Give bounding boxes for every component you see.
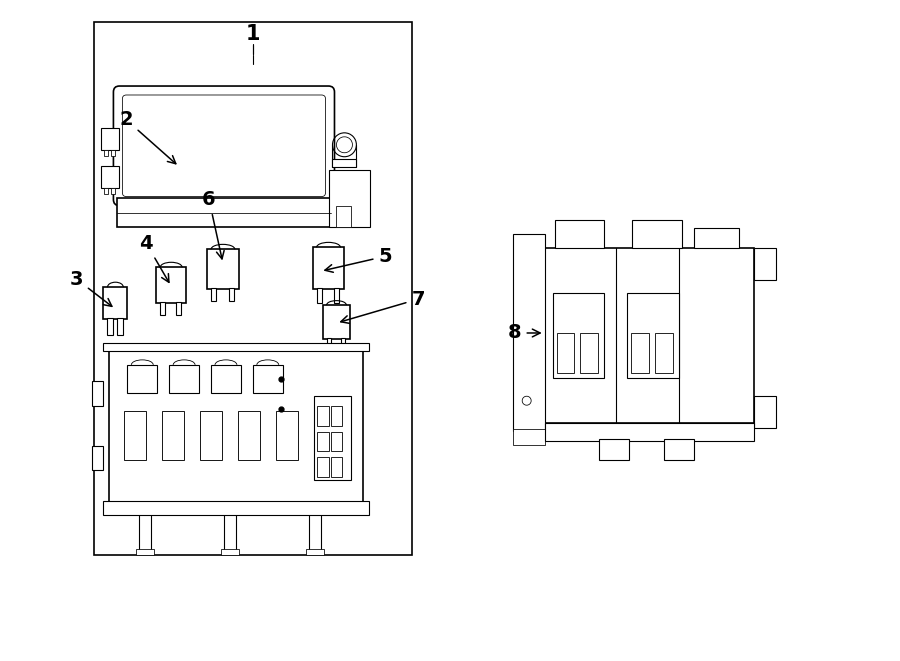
Bar	[229, 288, 234, 301]
Bar	[102, 128, 120, 150]
Bar	[306, 549, 323, 555]
Bar	[694, 229, 739, 249]
Bar	[140, 513, 151, 553]
Bar	[128, 365, 158, 393]
Bar	[136, 549, 154, 555]
Text: 1: 1	[246, 24, 260, 44]
Text: 5: 5	[325, 247, 392, 272]
Bar	[513, 428, 544, 444]
Text: 2: 2	[120, 110, 176, 164]
Bar	[632, 221, 682, 249]
Bar	[107, 318, 113, 335]
Bar	[513, 235, 544, 430]
Bar	[330, 457, 343, 477]
Bar	[211, 288, 216, 301]
Bar	[224, 513, 236, 553]
Bar	[211, 365, 241, 393]
Bar	[332, 159, 356, 167]
Text: 4: 4	[140, 234, 169, 282]
Bar	[753, 249, 776, 280]
Bar	[322, 305, 350, 339]
Bar	[327, 338, 330, 351]
Bar	[160, 302, 166, 315]
Bar	[544, 249, 753, 422]
Bar	[162, 410, 184, 461]
Bar	[110, 351, 364, 505]
Bar	[94, 22, 412, 555]
Bar	[104, 150, 108, 156]
Bar	[112, 188, 115, 194]
Bar	[92, 446, 104, 471]
Bar	[330, 432, 343, 451]
Bar	[580, 333, 598, 373]
Bar	[664, 438, 694, 461]
Bar	[200, 410, 222, 461]
Bar	[341, 338, 346, 351]
Bar	[627, 293, 679, 378]
Bar	[335, 288, 339, 303]
Bar	[337, 206, 351, 227]
Bar	[753, 396, 776, 428]
Bar	[102, 166, 120, 188]
Bar	[104, 188, 108, 194]
Bar	[275, 410, 298, 461]
Bar	[328, 170, 370, 227]
Bar	[117, 318, 123, 335]
Bar	[599, 438, 629, 461]
FancyBboxPatch shape	[113, 86, 335, 206]
Bar	[317, 432, 328, 451]
Bar	[104, 287, 128, 319]
Bar	[104, 343, 369, 351]
Bar	[317, 457, 328, 477]
Bar	[631, 333, 649, 373]
Bar	[312, 247, 345, 289]
Bar	[253, 365, 283, 393]
Bar	[176, 302, 181, 315]
Bar	[124, 410, 147, 461]
Text: 6: 6	[202, 190, 224, 259]
Bar	[330, 406, 343, 426]
Bar	[309, 513, 320, 553]
Bar	[221, 549, 239, 555]
Text: 3: 3	[70, 270, 112, 306]
Bar	[317, 406, 328, 426]
Bar	[556, 333, 574, 373]
Bar	[317, 288, 321, 303]
Bar	[655, 333, 673, 373]
Bar	[554, 221, 604, 249]
Bar	[313, 396, 351, 481]
Text: 7: 7	[341, 290, 425, 323]
Bar	[544, 422, 753, 440]
Bar	[104, 501, 369, 515]
Text: 8: 8	[508, 323, 540, 342]
Bar	[117, 198, 330, 227]
Bar	[238, 410, 260, 461]
Bar	[207, 249, 238, 289]
Bar	[157, 267, 186, 303]
Bar	[112, 150, 115, 156]
FancyBboxPatch shape	[122, 95, 326, 196]
Bar	[169, 365, 199, 393]
Bar	[553, 293, 604, 378]
Bar	[92, 381, 104, 406]
